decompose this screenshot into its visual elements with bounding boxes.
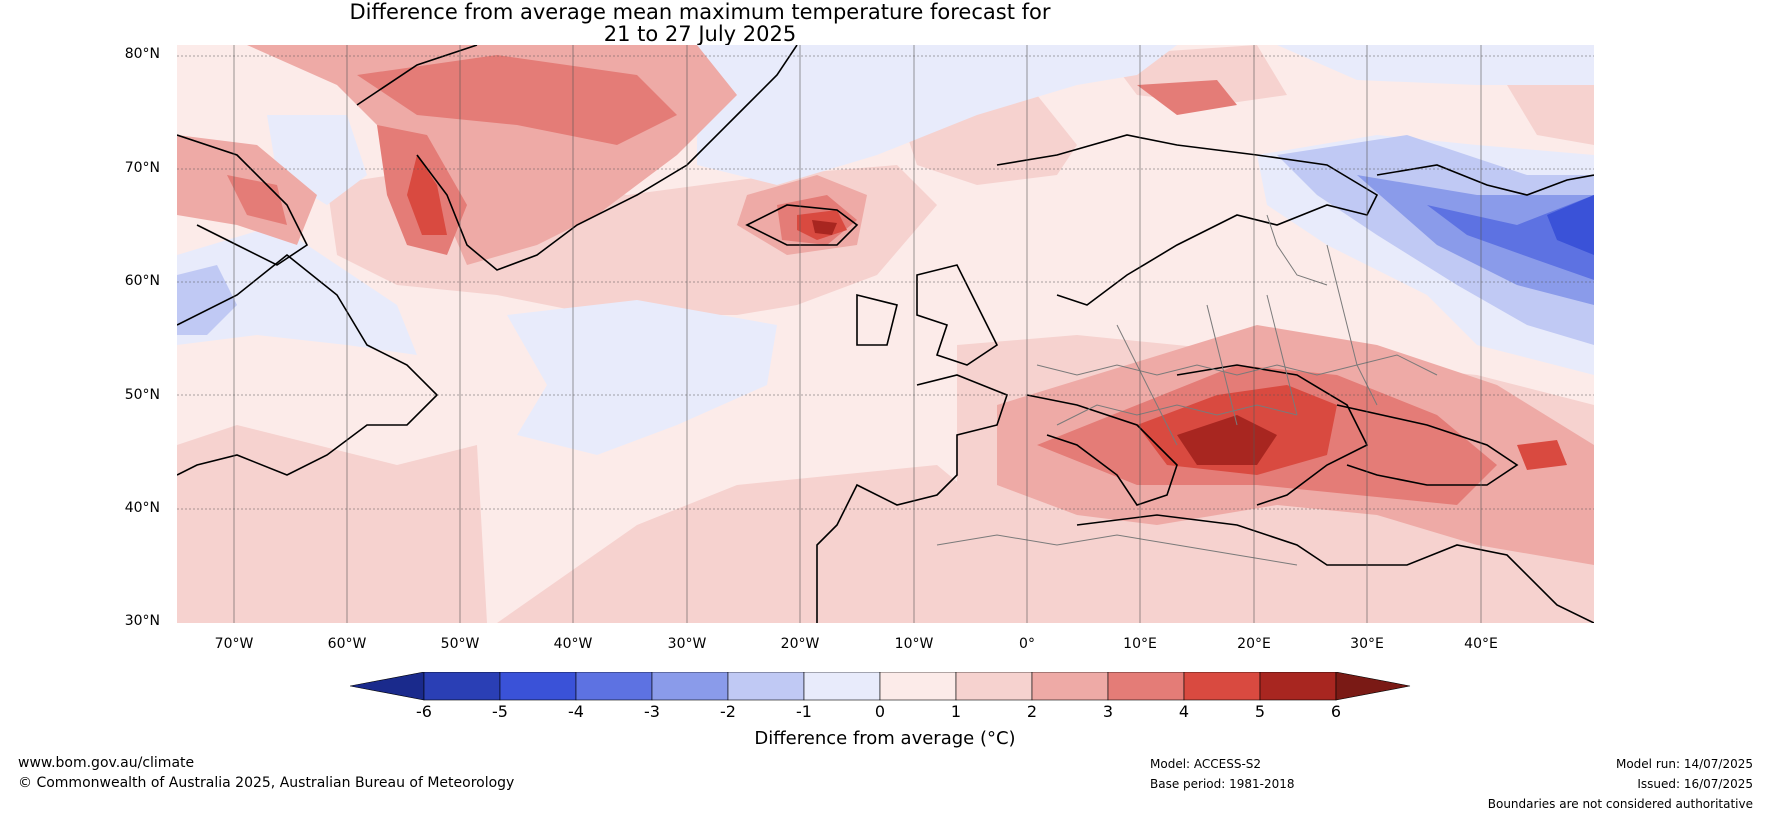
footer-base-period: Base period: 1981-2018: [1150, 777, 1295, 791]
map-svg: [177, 45, 1594, 623]
colorbar-tick-label: 1: [950, 702, 962, 721]
colorbar-segment: [1031, 672, 1109, 701]
lon-label-70w: 70°W: [214, 636, 254, 652]
lon-label-0: 0°: [1019, 636, 1035, 652]
colorbar-segment: [1107, 672, 1185, 701]
lon-label-20w: 20°W: [780, 636, 820, 652]
colorbar-segment: [1259, 672, 1337, 701]
lat-label-80n: 80°N: [124, 46, 160, 62]
map-title-line1: Difference from average mean maximum tem…: [349, 0, 1051, 24]
colorbar-segment: [727, 672, 805, 701]
colorbar-segment: [879, 672, 957, 701]
colorbar-label: Difference from average (°C): [754, 728, 1016, 749]
lon-label-40e: 40°E: [1464, 636, 1498, 652]
lat-label-40n: 40°N: [124, 500, 160, 516]
lat-label-30n: 30°N: [124, 613, 160, 629]
gridlines: [177, 55, 1594, 510]
colorbar-segment: [423, 672, 501, 701]
colorbar-extend-high: [1335, 672, 1411, 701]
map-title-line2: 21 to 27 July 2025: [603, 22, 797, 46]
lat-label-50n: 50°N: [124, 387, 160, 403]
colorbar-tick-label: 5: [1254, 702, 1266, 721]
lon-label-10w: 10°W: [894, 636, 934, 652]
lat-label-60n: 60°N: [124, 273, 160, 289]
colorbar-tick-label: 4: [1178, 702, 1190, 721]
lon-label-60w: 60°W: [327, 636, 367, 652]
colorbar-segment: [955, 672, 1033, 701]
colorbar-tick-label: -2: [720, 702, 736, 721]
colorbar-segment: [803, 672, 881, 701]
footer-url[interactable]: www.bom.gov.au/climate: [18, 755, 195, 771]
lon-label-30e: 30°E: [1350, 636, 1384, 652]
colorbar-segment: [575, 672, 653, 701]
anomaly-neg-3-2-zone: [1357, 175, 1594, 305]
colorbar-segment: [1183, 672, 1261, 701]
meridians: [233, 45, 1482, 623]
footer-issued: Issued: 16/07/2025: [1637, 777, 1753, 791]
country-borders: [936, 214, 1438, 566]
footer-model-run: Model run: 14/07/2025: [1615, 757, 1753, 771]
colorbar-segment: [651, 672, 729, 701]
colorbar-extend-low: [350, 672, 425, 701]
lon-label-10e: 10°E: [1123, 636, 1157, 652]
colorbar-tick-label: 3: [1102, 702, 1114, 721]
footer-copyright: © Commonwealth of Australia 2025, Austra…: [18, 775, 515, 791]
colorbar-tick-label: -6: [416, 702, 432, 721]
colorbar-tick-label: 0: [874, 702, 886, 721]
colorbar-tick-label: 6: [1330, 702, 1342, 721]
colorbar-tick-label: 2: [1026, 702, 1038, 721]
colorbar-tick-label: -5: [492, 702, 508, 721]
lon-label-30w: 30°W: [667, 636, 707, 652]
anomaly-5-6-zones: [812, 220, 1277, 465]
lon-label-40w: 40°W: [553, 636, 593, 652]
lat-label-70n: 70°N: [124, 160, 160, 176]
colorbar-tick-label: -3: [644, 702, 660, 721]
anomaly-neg-5-4-zone: [1547, 195, 1594, 255]
colorbar-segment: [499, 672, 577, 701]
colorbar-tick-label: -1: [796, 702, 812, 721]
anomaly-map: [177, 45, 1594, 623]
footer-disclaimer: Boundaries are not considered authoritat…: [1487, 797, 1753, 811]
lon-label-50w: 50°W: [440, 636, 480, 652]
colorbar-tick-label: -4: [568, 702, 584, 721]
colorbar: [350, 672, 1411, 701]
footer-model: Model: ACCESS-S2: [1150, 757, 1262, 771]
lon-label-20e: 20°E: [1237, 636, 1271, 652]
